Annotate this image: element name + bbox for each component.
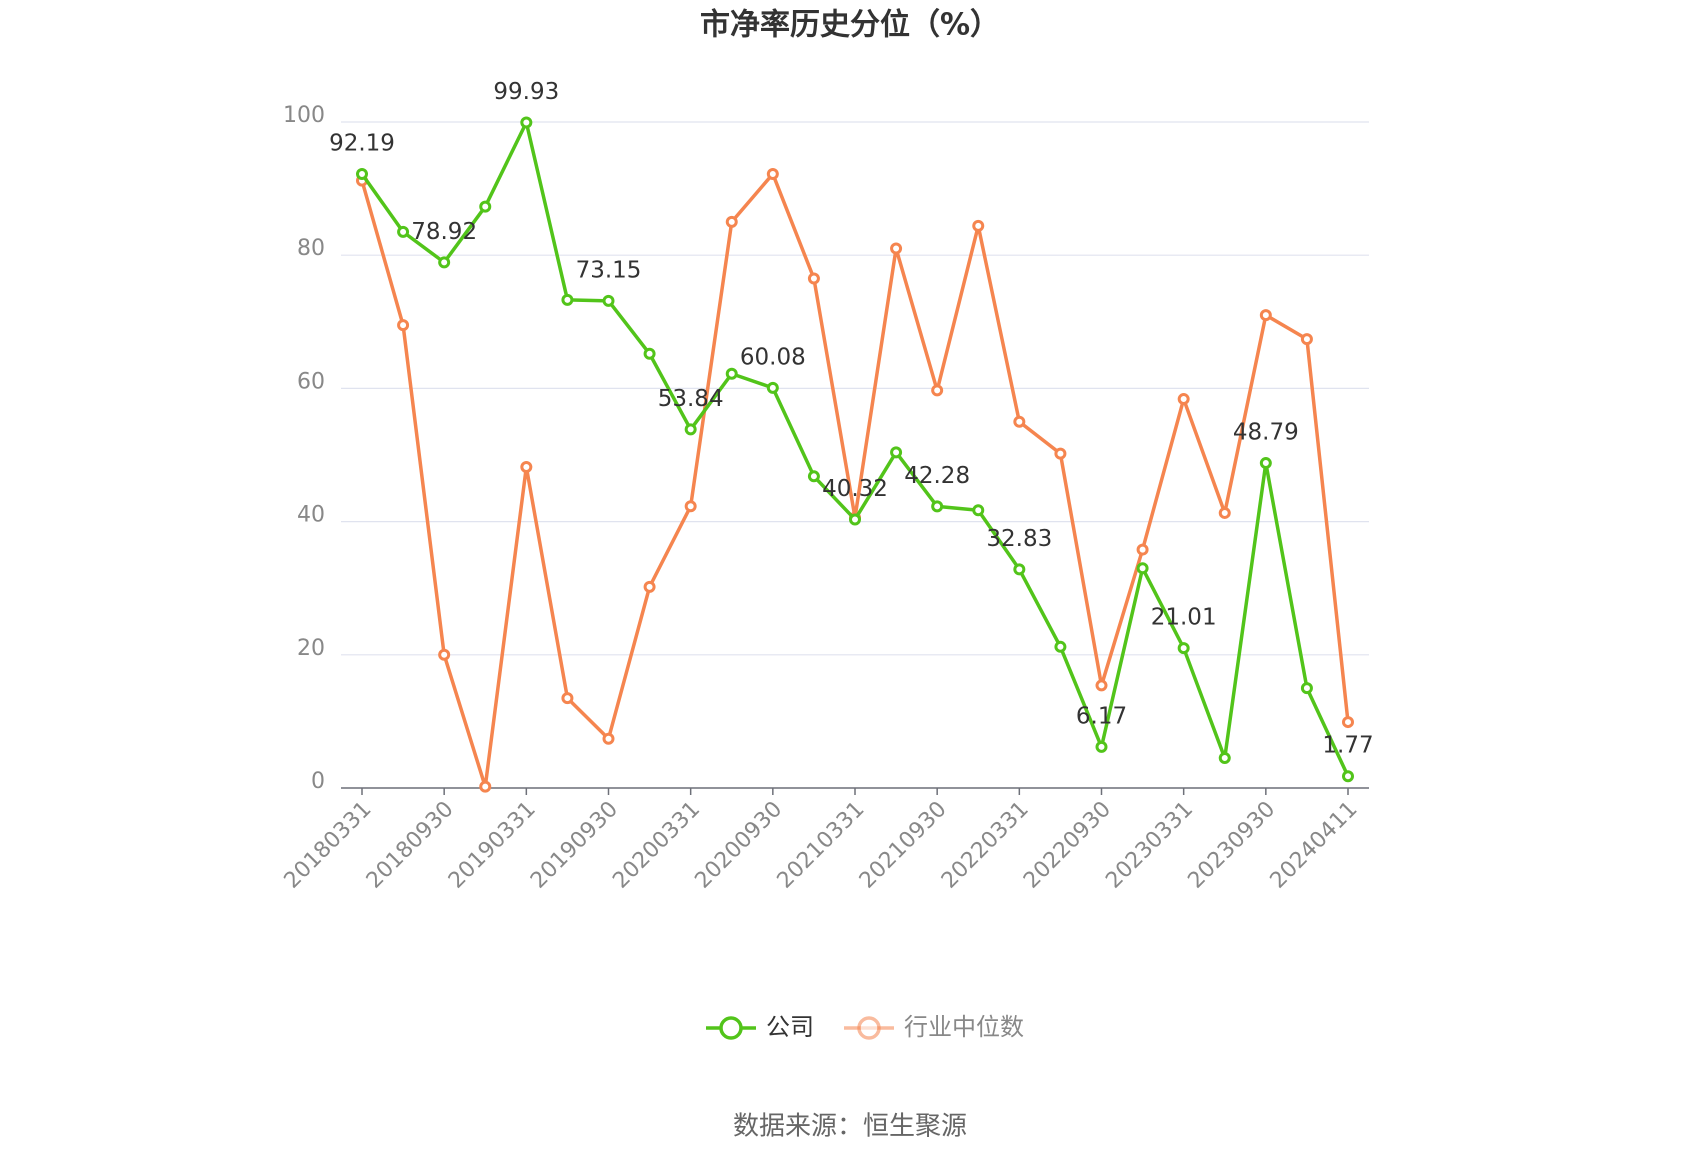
data-label: 32.83 [986,526,1052,552]
point [479,780,492,793]
x-tick-label: 20220930 [1019,797,1116,894]
x-tick-label: 20230331 [1101,797,1198,894]
data-label: 73.15 [576,257,642,283]
data-label: 21.01 [1151,605,1217,631]
y-tick-label: 0 [311,769,325,794]
point [931,384,944,397]
data-label: 42.28 [904,463,970,489]
legend: 公司 行业中位数 [706,1013,1024,1041]
point [1300,682,1313,695]
data-label: 99.93 [493,79,559,105]
point [397,319,410,332]
point [1259,309,1272,322]
point [1177,393,1190,406]
legend-label: 行业中位数 [904,1013,1024,1041]
point [1342,770,1354,783]
x-tick-label: 20230930 [1183,797,1280,894]
y-tick-label: 100 [283,103,325,128]
data-label: 48.79 [1233,420,1299,446]
legend-label: 公司 [766,1013,814,1041]
point [643,347,656,360]
point [1013,415,1026,428]
point [931,500,944,513]
point [438,648,451,661]
data-label: 6.17 [1076,703,1127,729]
point [561,692,574,705]
x-tick-label: 20190331 [444,797,541,894]
x-tick-label: 20190930 [526,797,623,894]
point [561,293,574,306]
point [890,242,903,255]
point [356,168,368,181]
data-label: 53.84 [658,386,724,412]
chart-title: 市净率历史分位（%） [700,8,1000,43]
x-tick-label: 20210331 [773,797,870,894]
point [807,272,820,285]
point [520,116,533,129]
point [849,513,861,526]
point [972,219,985,232]
x-tick-label: 20220331 [937,797,1034,894]
data-label: 60.08 [740,344,806,370]
point [643,580,656,593]
data-label: 92.19 [329,131,395,157]
point [602,294,615,307]
point [602,732,615,745]
point [1095,679,1108,692]
point [1136,562,1149,575]
point [972,504,985,517]
point [890,446,903,459]
point [1300,333,1313,346]
legend-marker [857,1016,881,1040]
point [1095,740,1108,753]
point [684,500,697,513]
point [1013,563,1026,576]
legend-marker [719,1016,743,1040]
y-tick-label: 60 [297,369,325,394]
point [479,200,492,213]
point [766,381,779,394]
point [438,256,451,269]
data-label: 78.92 [411,219,477,245]
y-tick-label: 80 [297,236,325,261]
point [725,367,738,380]
point [1218,752,1231,765]
point [397,225,410,238]
y-tick-label: 40 [297,503,325,528]
point [1342,716,1354,729]
x-tick-label: 20180331 [280,797,377,894]
point [1054,640,1067,653]
data-label: 1.77 [1322,733,1373,759]
point [1259,457,1272,470]
point [766,167,779,180]
point [1136,543,1149,556]
x-tick-label: 20200930 [690,797,787,894]
source: 数据来源：恒生聚源 [733,1112,967,1142]
point [1218,506,1231,519]
point [1054,447,1067,460]
point [520,460,533,473]
y-tick-label: 20 [297,636,325,661]
point [807,470,820,483]
x-tick-label: 20180930 [362,797,459,894]
data-label: 40.32 [822,476,888,502]
point [684,423,697,436]
x-tick-label: 20200331 [608,797,705,894]
point [725,215,738,228]
x-tick-label: 20210930 [855,797,952,894]
x-tick-label: 20240411 [1266,797,1363,894]
point [1177,642,1190,655]
